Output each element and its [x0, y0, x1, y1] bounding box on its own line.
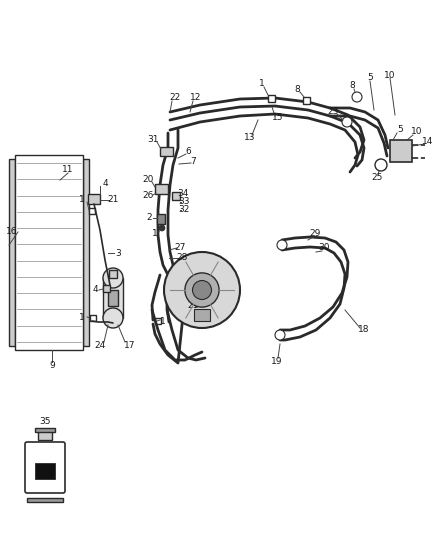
Text: 24: 24	[94, 341, 106, 350]
Text: 9: 9	[49, 360, 55, 369]
Text: 35: 35	[39, 417, 51, 426]
Text: 28: 28	[177, 254, 188, 262]
Text: 10: 10	[411, 127, 423, 136]
Text: 21: 21	[187, 301, 199, 310]
Text: 4: 4	[92, 286, 98, 295]
Bar	[35, 428, 55, 432]
Text: 27: 27	[174, 244, 186, 253]
Bar	[268, 95, 275, 102]
Circle shape	[164, 252, 240, 328]
Text: 4: 4	[102, 179, 108, 188]
Bar	[157, 214, 165, 224]
Text: 32: 32	[178, 206, 190, 214]
Text: 18: 18	[358, 326, 370, 335]
Bar	[38, 430, 52, 440]
Bar	[155, 184, 168, 194]
Text: 5: 5	[367, 74, 373, 83]
Text: 1: 1	[160, 318, 166, 327]
Circle shape	[103, 308, 123, 328]
Bar	[27, 498, 63, 502]
Circle shape	[375, 159, 387, 171]
FancyBboxPatch shape	[25, 442, 65, 493]
Bar	[35, 463, 55, 479]
Bar	[172, 192, 180, 200]
Text: 3: 3	[115, 248, 121, 257]
Text: 26: 26	[142, 190, 154, 199]
Text: 12: 12	[191, 93, 201, 102]
Text: 14: 14	[422, 138, 434, 147]
Circle shape	[342, 117, 352, 127]
Circle shape	[352, 92, 362, 102]
Circle shape	[192, 280, 212, 300]
Bar	[194, 309, 210, 321]
Text: 15: 15	[272, 114, 284, 123]
Text: 10: 10	[384, 70, 396, 79]
Text: 8: 8	[349, 82, 355, 91]
Text: 31: 31	[147, 135, 159, 144]
Text: 1: 1	[79, 312, 85, 321]
Text: 20: 20	[142, 175, 154, 184]
Bar	[155, 318, 161, 324]
Text: 11: 11	[62, 166, 74, 174]
Text: 5: 5	[397, 125, 403, 134]
Text: 1: 1	[259, 79, 265, 88]
Bar	[303, 97, 310, 104]
Circle shape	[185, 273, 219, 307]
Text: 8: 8	[294, 85, 300, 94]
Bar	[390, 140, 412, 162]
Text: 34: 34	[177, 189, 189, 198]
Text: 2: 2	[146, 214, 152, 222]
Bar	[160, 147, 173, 156]
Text: 1: 1	[79, 196, 85, 205]
Bar	[89, 208, 95, 214]
Circle shape	[277, 240, 287, 250]
Bar	[15, 155, 83, 350]
Text: 21: 21	[107, 196, 119, 205]
Text: 16: 16	[6, 228, 18, 237]
Text: 29: 29	[309, 230, 321, 238]
Text: 33: 33	[178, 198, 190, 206]
Circle shape	[275, 330, 285, 340]
Text: 22: 22	[170, 93, 180, 102]
Bar	[90, 315, 96, 321]
Circle shape	[103, 268, 123, 288]
Text: 17: 17	[124, 341, 136, 350]
Text: 30: 30	[318, 244, 330, 253]
Bar	[108, 290, 118, 306]
Text: 1: 1	[152, 230, 158, 238]
Text: 25: 25	[371, 174, 383, 182]
Text: 7: 7	[190, 157, 196, 166]
Text: 19: 19	[271, 358, 283, 367]
Text: 23: 23	[327, 108, 339, 117]
Bar	[88, 194, 100, 204]
Bar	[83, 159, 89, 346]
Text: 6: 6	[185, 148, 191, 157]
Circle shape	[159, 225, 165, 231]
Bar	[109, 270, 117, 278]
Bar	[9, 159, 15, 346]
Bar	[103, 278, 123, 318]
Bar	[103, 285, 110, 292]
Text: 13: 13	[244, 133, 256, 142]
